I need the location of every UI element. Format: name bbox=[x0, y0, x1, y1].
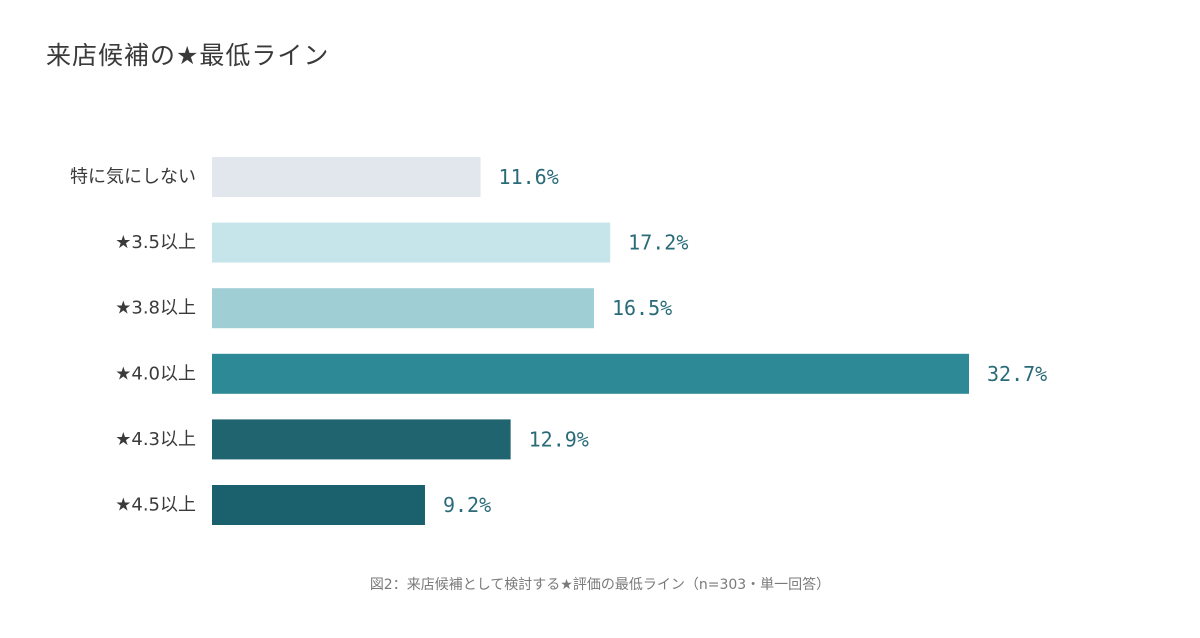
category-label: ★4.5以上 bbox=[115, 495, 196, 516]
data-label: 16.5% bbox=[612, 296, 672, 320]
bar bbox=[212, 222, 611, 263]
category-label: ★4.0以上 bbox=[115, 363, 196, 384]
data-label: 9.2% bbox=[443, 493, 491, 517]
chart-caption: 図2：来店候補として検討する★評価の最低ライン（n=303・単一回答） bbox=[369, 577, 831, 593]
data-label: 12.9% bbox=[529, 427, 589, 451]
bar bbox=[212, 288, 594, 329]
data-label: 11.6% bbox=[499, 165, 559, 189]
bar bbox=[212, 485, 425, 525]
category-label: ★3.5以上 bbox=[115, 232, 196, 253]
category-label: ★3.8以上 bbox=[115, 298, 196, 319]
bar bbox=[212, 419, 511, 460]
bar bbox=[212, 157, 481, 197]
chart-title: 来店候補の★最低ライン bbox=[46, 41, 330, 70]
category-label: ★4.3以上 bbox=[115, 429, 196, 450]
category-label: 特に気にしない bbox=[70, 167, 196, 188]
bar bbox=[212, 353, 970, 394]
data-label: 32.7% bbox=[987, 362, 1047, 386]
data-label: 17.2% bbox=[628, 231, 688, 255]
